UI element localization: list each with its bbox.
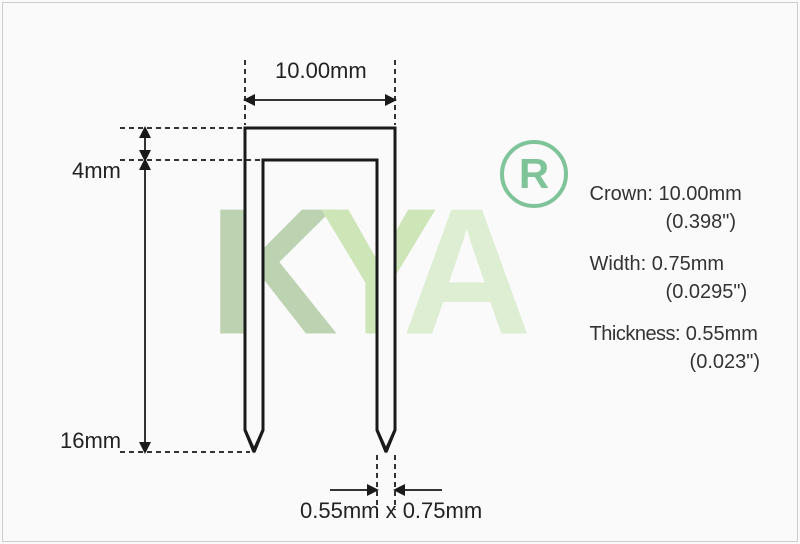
spec-row-thickness: Thickness: 0.55mm (0.023"): [590, 320, 760, 376]
spec-thick-in: (0.023"): [590, 348, 760, 376]
spec-width-mm: 0.75mm: [652, 253, 724, 275]
spec-thick-mm: 0.55mm: [686, 323, 758, 345]
spec-crown-mm: 10.00mm: [658, 183, 741, 205]
spec-row-width: Width: 0.75mm (0.0295"): [590, 250, 760, 306]
spec-thick-label: Thickness:: [590, 323, 681, 345]
spec-crown-in: (0.398"): [590, 208, 760, 236]
crown-dimension-label: 10.00mm: [275, 58, 367, 84]
leg-dimension-label: 16mm: [60, 428, 121, 454]
spec-width-label: Width:: [590, 253, 647, 275]
wire-dimension-label: 0.55mm x 0.75mm: [300, 498, 482, 524]
spec-crown-label: Crown:: [590, 183, 653, 205]
spec-row-crown: Crown: 10.00mm (0.398"): [590, 180, 760, 236]
spec-table: Crown: 10.00mm (0.398") Width: 0.75mm (0…: [590, 180, 760, 390]
spec-width-in: (0.0295"): [590, 278, 760, 306]
shoulder-dimension-label: 4mm: [72, 158, 121, 184]
